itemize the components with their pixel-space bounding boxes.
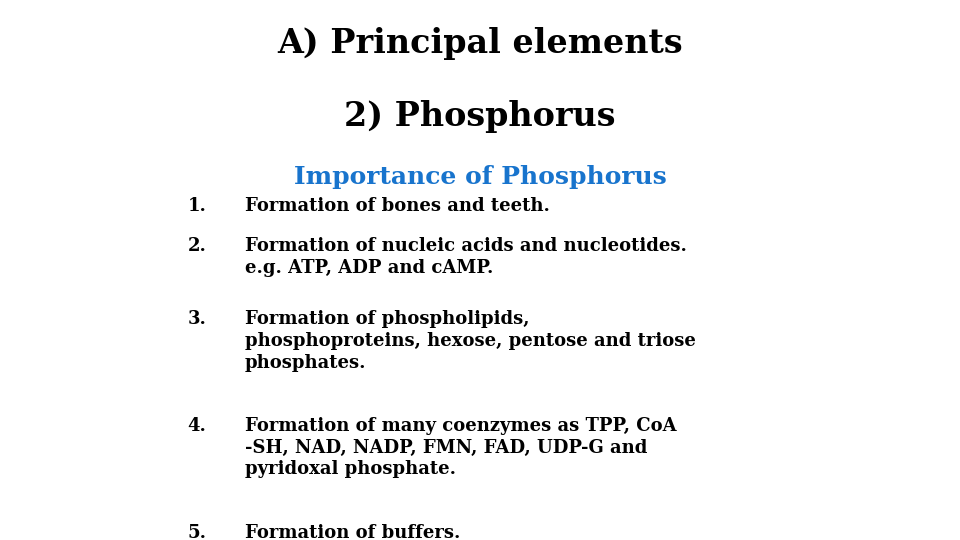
Text: 2.: 2. xyxy=(187,237,206,255)
Text: 4.: 4. xyxy=(187,417,206,435)
Text: 3.: 3. xyxy=(187,310,206,328)
Text: 5.: 5. xyxy=(187,524,206,540)
Text: A) Principal elements: A) Principal elements xyxy=(277,27,683,60)
Text: Formation of many coenzymes as TPP, CoA
-SH, NAD, NADP, FMN, FAD, UDP-G and
pyri: Formation of many coenzymes as TPP, CoA … xyxy=(245,417,677,478)
Text: Formation of phospholipids,
phosphoproteins, hexose, pentose and triose
phosphat: Formation of phospholipids, phosphoprote… xyxy=(245,310,696,372)
Text: Formation of nucleic acids and nucleotides.
e.g. ATP, ADP and cAMP.: Formation of nucleic acids and nucleotid… xyxy=(245,237,686,276)
Text: Formation of buffers.: Formation of buffers. xyxy=(245,524,460,540)
Text: 1.: 1. xyxy=(187,197,206,215)
Text: Formation of bones and teeth.: Formation of bones and teeth. xyxy=(245,197,550,215)
Text: Importance of Phosphorus: Importance of Phosphorus xyxy=(294,165,666,188)
Text: 2) Phosphorus: 2) Phosphorus xyxy=(345,100,615,133)
